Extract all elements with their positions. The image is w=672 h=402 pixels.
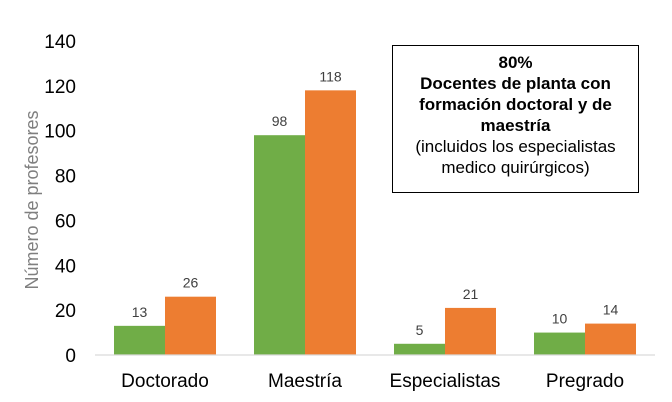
y-tick-label: 0 [65,346,76,367]
x-category-label: Especialistas [390,371,501,392]
data-label: 10 [552,311,568,327]
bar [585,323,636,355]
y-tick-label: 140 [44,32,76,53]
y-tick-label: 80 [55,167,76,188]
y-axis-label: Número de profesores [22,110,42,289]
annotation-line: formación doctoral y de [419,95,612,114]
y-tick-label: 60 [55,211,76,232]
data-label: 26 [183,275,199,291]
x-category-label: Pregrado [546,371,624,392]
bar [394,343,445,355]
annotation-note: medico quirúrgicos) [441,158,590,177]
y-axis-ticks: 0 20 40 60 80 100 120 140 [44,32,76,367]
x-category-label: Maestría [268,371,342,392]
annotation-line: Docentes de planta con [420,74,611,93]
x-axis-categories: Doctorado Maestría Especialistas Pregrado [121,371,624,392]
data-label: 13 [132,304,148,320]
x-category-label: Doctorado [121,371,209,392]
annotation-line: maestría [480,116,551,135]
y-tick-label: 20 [55,301,76,322]
annotation-box: 80% Docentes de planta con formación doc… [392,45,639,193]
annotation-note: (incluidos los especialistas [415,137,616,156]
y-tick-label: 40 [55,256,76,277]
bar [445,307,496,355]
y-tick-label: 120 [44,77,76,98]
y-tick-label: 100 [44,122,76,143]
data-labels: 13 26 98 118 5 21 10 14 [132,68,619,337]
annotation-percent: 80% [498,53,533,72]
data-label: 5 [416,322,424,338]
bar [114,325,165,355]
bar [534,332,585,355]
bar [165,296,216,355]
bar [305,90,356,355]
bar [254,135,305,355]
bars [114,90,636,355]
data-label: 21 [463,286,479,302]
data-label: 118 [319,68,342,84]
data-label: 98 [272,113,288,129]
data-label: 14 [603,302,619,318]
